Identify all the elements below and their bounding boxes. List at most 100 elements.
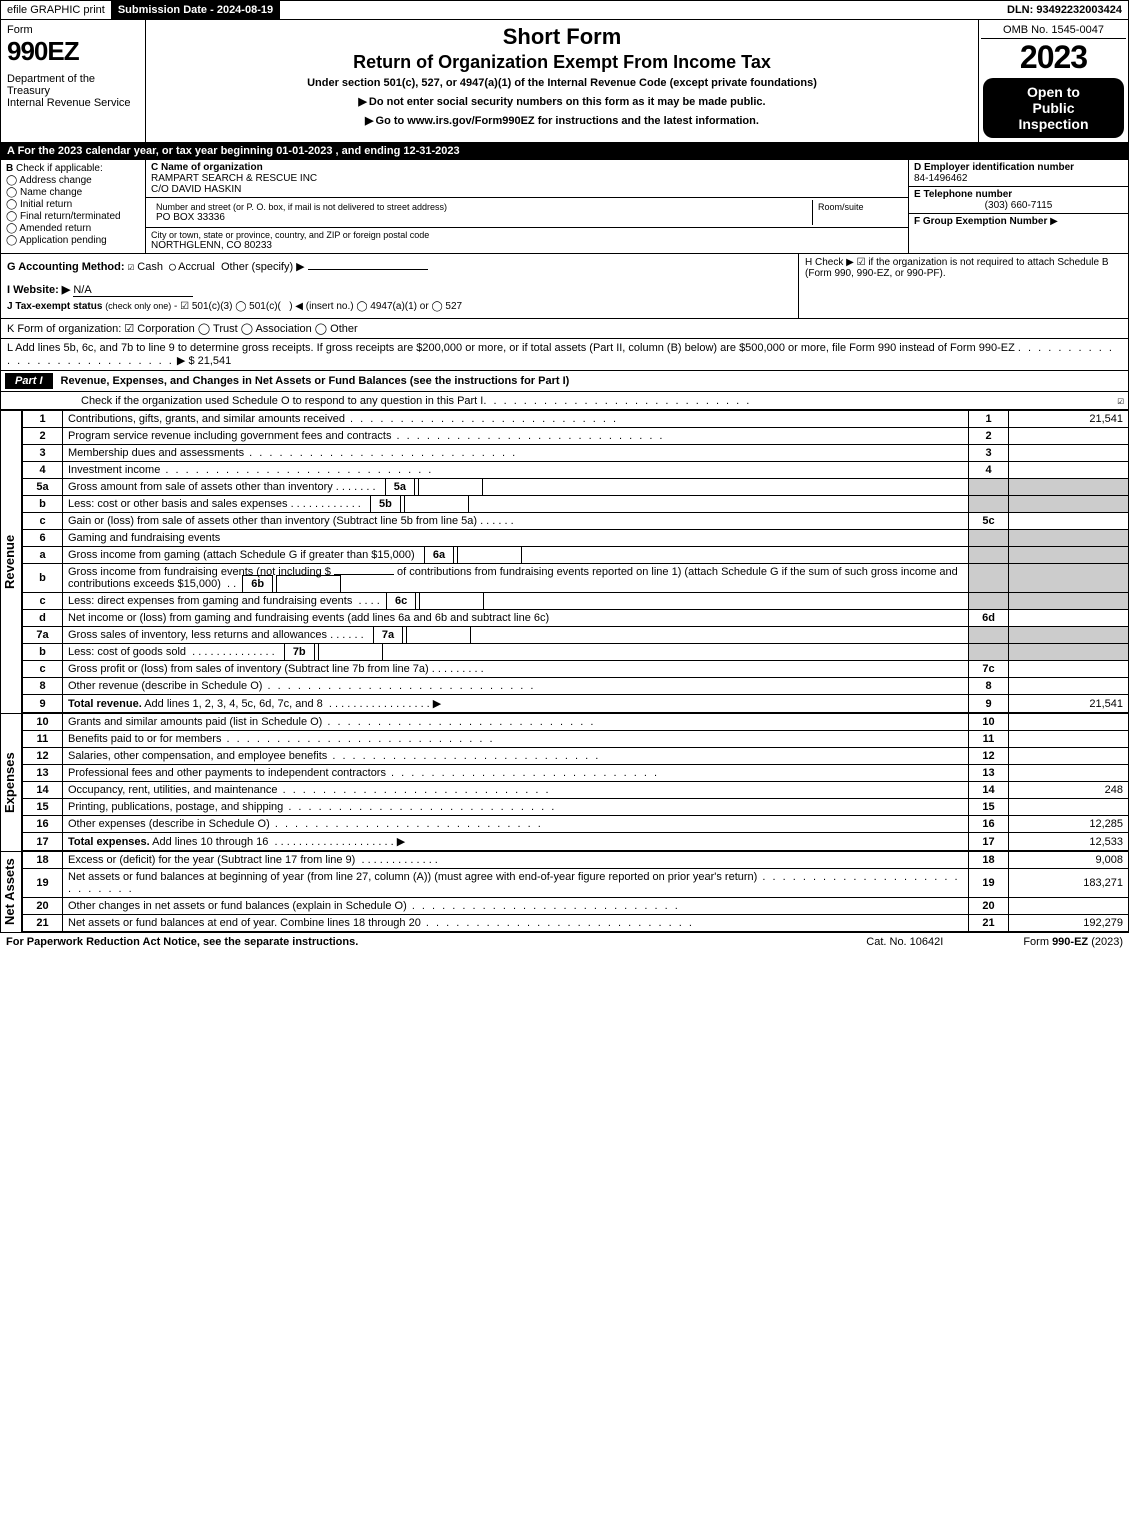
tel-label: E Telephone number — [914, 189, 1123, 200]
form-header: Form 990EZ Department of the Treasury In… — [0, 20, 1129, 143]
irs-label: Internal Revenue Service — [7, 97, 139, 109]
revenue-section: Revenue 1Contributions, gifts, grants, a… — [0, 410, 1129, 713]
part-i-label: Part I — [5, 373, 53, 389]
website-value: N/A — [73, 284, 193, 297]
line-5b: bLess: cost or other basis and sales exp… — [23, 496, 1129, 513]
b-check-label: Check if applicable: — [16, 163, 103, 174]
line-19: 19Net assets or fund balances at beginni… — [23, 869, 1129, 898]
line-6d: dNet income or (loss) from gaming and fu… — [23, 610, 1129, 627]
dln: DLN: 93492232003424 — [1001, 1, 1128, 19]
line-i: I Website: ▶ N/A — [7, 283, 792, 297]
b-label: B — [6, 163, 13, 174]
expenses-section: Expenses 10Grants and similar amounts pa… — [0, 713, 1129, 851]
header-right: OMB No. 1545-0047 2023 Open to Public In… — [978, 20, 1128, 142]
part-i-title: Revenue, Expenses, and Changes in Net As… — [61, 375, 570, 387]
chk-accrual[interactable]: ◯ — [169, 260, 176, 273]
footer-formref: Form 990-EZ (2023) — [1023, 936, 1123, 948]
line-18: 18Excess or (deficit) for the year (Subt… — [23, 852, 1129, 869]
line-16: 16Other expenses (describe in Schedule O… — [23, 816, 1129, 833]
chk-amended-return[interactable]: ◯ Amended return — [6, 223, 140, 234]
page-footer: For Paperwork Reduction Act Notice, see … — [0, 932, 1129, 951]
line-21: 21Net assets or fund balances at end of … — [23, 915, 1129, 932]
line-15: 15Printing, publications, postage, and s… — [23, 799, 1129, 816]
line-7c: cGross profit or (loss) from sales of in… — [23, 661, 1129, 678]
efile-print[interactable]: efile GRAPHIC print — [1, 1, 112, 19]
ssn-warning: Do not enter social security numbers on … — [154, 95, 970, 108]
line-13: 13Professional fees and other payments t… — [23, 765, 1129, 782]
col-d: D Employer identification number 84-1496… — [908, 160, 1128, 253]
line-10: 10Grants and similar amounts paid (list … — [23, 714, 1129, 731]
expenses-side-label: Expenses — [0, 713, 22, 851]
org-city: NORTHGLENN, CO 80233 — [151, 240, 903, 251]
ein-label: D Employer identification number — [914, 162, 1123, 173]
line-7a: 7aGross sales of inventory, less returns… — [23, 627, 1129, 644]
line-6b: bGross income from fundraising events (n… — [23, 564, 1129, 593]
chk-name-change[interactable]: ◯ Name change — [6, 187, 140, 198]
line-5c: cGain or (loss) from sale of assets othe… — [23, 513, 1129, 530]
title-return: Return of Organization Exempt From Incom… — [154, 52, 970, 73]
line-gh: G Accounting Method: ☑ Cash ◯ Accrual Ot… — [0, 254, 1129, 319]
title-short-form: Short Form — [154, 24, 970, 50]
line-k: K Form of organization: ☑ Corporation ◯ … — [0, 319, 1129, 339]
line-12: 12Salaries, other compensation, and empl… — [23, 748, 1129, 765]
footer-catno: Cat. No. 10642I — [866, 936, 943, 948]
open3: Inspection — [987, 116, 1120, 132]
tel-value: (303) 660-7115 — [914, 200, 1123, 211]
revenue-table: 1Contributions, gifts, grants, and simil… — [22, 410, 1129, 713]
netassets-side-label: Net Assets — [0, 851, 22, 932]
line-3: 3Membership dues and assessments3 — [23, 445, 1129, 462]
line-4: 4Investment income4 — [23, 462, 1129, 479]
org-name: RAMPART SEARCH & RESCUE INC — [151, 173, 903, 184]
subtitle: Under section 501(c), 527, or 4947(a)(1)… — [154, 77, 970, 89]
line-1: 1Contributions, gifts, grants, and simil… — [23, 411, 1129, 428]
footer-paperwork: For Paperwork Reduction Act Notice, see … — [6, 936, 866, 948]
line-2: 2Program service revenue including gover… — [23, 428, 1129, 445]
goto-link[interactable]: Go to www.irs.gov/Form990EZ for instruct… — [154, 114, 970, 127]
form-number: 990EZ — [7, 36, 139, 67]
addr-block: Number and street (or P. O. box, if mail… — [146, 198, 908, 228]
part-i-check: Check if the organization used Schedule … — [0, 392, 1129, 410]
open-to-public: Open to Public Inspection — [983, 78, 1124, 138]
line-l: L Add lines 5b, 6c, and 7b to line 9 to … — [0, 339, 1129, 371]
line-j: J Tax-exempt status (check only one) - ☑… — [7, 301, 792, 312]
form-word: Form — [7, 24, 139, 36]
line-g: G Accounting Method: ☑ Cash ◯ Accrual Ot… — [7, 260, 792, 273]
chk-final-return[interactable]: ◯ Final return/terminated — [6, 211, 140, 222]
line-14: 14Occupancy, rent, utilities, and mainte… — [23, 782, 1129, 799]
c-name-label: C Name of organization — [151, 162, 903, 173]
netassets-section: Net Assets 18Excess or (deficit) for the… — [0, 851, 1129, 932]
revenue-side-label: Revenue — [0, 410, 22, 713]
chk-initial-return[interactable]: ◯ Initial return — [6, 199, 140, 210]
line-8: 8Other revenue (describe in Schedule O)8 — [23, 678, 1129, 695]
submission-date: Submission Date - 2024-08-19 — [112, 1, 280, 19]
other-specify-input[interactable] — [308, 269, 428, 270]
addr-label: Number and street (or P. O. box, if mail… — [156, 202, 807, 212]
chk-address-change[interactable]: ◯ Address change — [6, 175, 140, 186]
top-bar: efile GRAPHIC print Submission Date - 20… — [0, 0, 1129, 20]
room-label: Room/suite — [818, 202, 898, 212]
dept-treasury: Department of the Treasury — [7, 73, 139, 97]
tax-year: 2023 — [981, 39, 1126, 76]
col-c: C Name of organization RAMPART SEARCH & … — [146, 160, 908, 253]
chk-application-pending[interactable]: ◯ Application pending — [6, 235, 140, 246]
col-b: B Check if applicable: ◯ Address change … — [1, 160, 146, 253]
line-a: A For the 2023 calendar year, or tax yea… — [0, 143, 1129, 160]
chk-cash[interactable]: ☑ — [128, 260, 135, 273]
header-mid: Short Form Return of Organization Exempt… — [146, 20, 978, 142]
org-co: C/O DAVID HASKIN — [151, 184, 903, 195]
chk-schedule-o[interactable]: ☑ — [1117, 394, 1124, 407]
city-label: City or town, state or province, country… — [151, 230, 903, 240]
omb-number: OMB No. 1545-0047 — [981, 22, 1126, 39]
open2: Public — [987, 100, 1120, 116]
section-bcd: B Check if applicable: ◯ Address change … — [0, 160, 1129, 254]
org-address: PO BOX 33336 — [156, 212, 807, 223]
part-i-header: Part I Revenue, Expenses, and Changes in… — [0, 371, 1129, 392]
open1: Open to — [987, 84, 1120, 100]
line-7b: bLess: cost of goods sold . . . . . . . … — [23, 644, 1129, 661]
org-name-block: C Name of organization RAMPART SEARCH & … — [146, 160, 908, 198]
line-6c: cLess: direct expenses from gaming and f… — [23, 593, 1129, 610]
city-block: City or town, state or province, country… — [146, 228, 908, 253]
line-20: 20Other changes in net assets or fund ba… — [23, 898, 1129, 915]
line-17: 17Total expenses. Add lines 10 through 1… — [23, 833, 1129, 851]
line-h: H Check ▶ ☑ if the organization is not r… — [798, 254, 1128, 318]
